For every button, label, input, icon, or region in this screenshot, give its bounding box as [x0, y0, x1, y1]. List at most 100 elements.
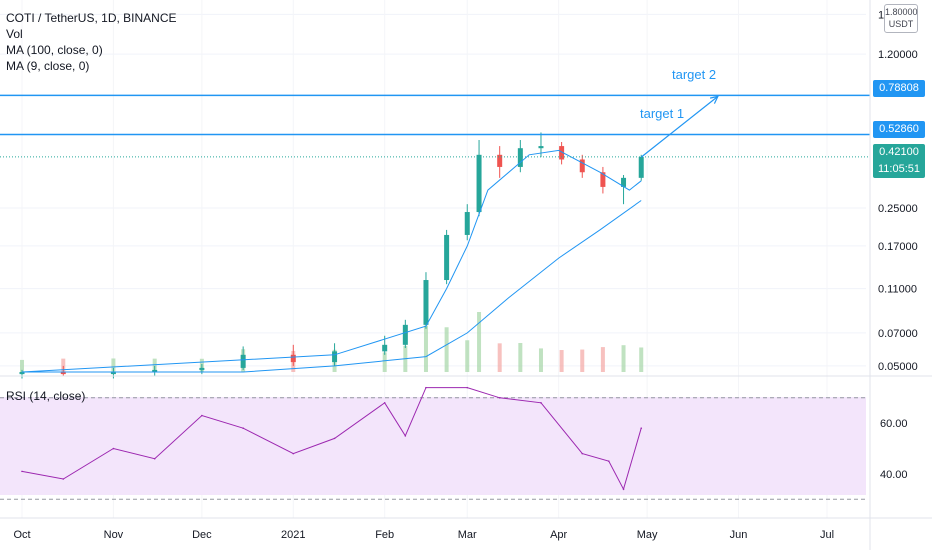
- candle: [559, 141, 565, 165]
- volume-bar: [477, 312, 482, 372]
- rsi-point: [581, 452, 584, 455]
- rsi-point: [425, 386, 427, 389]
- volume-bar: [61, 358, 66, 372]
- moving-averages: [21, 149, 642, 373]
- candle: [60, 365, 66, 377]
- volume-bar: [20, 359, 24, 372]
- chart-legend: COTI / TetherUS, 1D, BINANCE Vol MA (100…: [6, 10, 177, 74]
- target-lines[interactable]: [0, 94, 870, 158]
- rsi-point: [112, 447, 115, 450]
- candle-body: [290, 354, 296, 363]
- volume-bar: [444, 327, 449, 372]
- rsi-tick-label: 40.00: [880, 469, 908, 481]
- time-tick-label: Jul: [820, 529, 834, 541]
- current-price-value: 0.42100: [879, 146, 919, 158]
- candle: [517, 140, 523, 173]
- time-tick-label: Oct: [13, 529, 30, 541]
- time-tick-label: Apr: [550, 529, 567, 541]
- rsi-point: [607, 460, 610, 463]
- target1-price-tag: 0.52860: [873, 121, 925, 138]
- price-tick-label: 0.07000: [878, 328, 918, 340]
- candle: [423, 272, 429, 329]
- candle: [19, 369, 25, 379]
- volume-bar: [497, 343, 502, 372]
- candle-body: [402, 324, 408, 345]
- candle-body: [517, 148, 523, 167]
- candle: [600, 166, 606, 194]
- bar-countdown: 11:05:51: [877, 163, 920, 175]
- price-tick-label: 0.11000: [878, 284, 917, 296]
- trendline-arrowhead: [709, 95, 719, 104]
- rsi-point: [201, 414, 203, 417]
- rsi-point: [62, 478, 65, 480]
- ma9-label[interactable]: MA (9, close, 0): [6, 59, 90, 73]
- symbol-title[interactable]: COTI / TetherUS, 1D, BINANCE: [6, 11, 177, 25]
- ma100-label[interactable]: MA (100, close, 0): [6, 43, 103, 57]
- candle: [621, 175, 627, 205]
- time-tick-label: Dec: [192, 529, 212, 541]
- time-tick-label: Jun: [730, 529, 748, 541]
- price-tick-label: 0.25000: [878, 203, 918, 215]
- candle-body: [600, 172, 606, 187]
- candle: [579, 154, 585, 178]
- candle-body: [497, 154, 503, 167]
- ma9-line: [21, 149, 642, 373]
- candle-body: [559, 146, 565, 160]
- rsi-line: [21, 387, 642, 491]
- candle: [444, 229, 450, 285]
- time-tick-label: Feb: [375, 529, 394, 541]
- candle-body: [621, 177, 627, 187]
- projection-trendline: [640, 95, 719, 158]
- candle: [497, 146, 503, 178]
- candle-body: [240, 354, 246, 368]
- rsi-point: [292, 452, 295, 455]
- price-tick-label: 1.20000: [878, 49, 918, 61]
- rsi-tick-label: 60.00: [880, 418, 908, 430]
- candle: [152, 365, 158, 377]
- volume-bar: [639, 347, 644, 372]
- currency-unit-button[interactable]: 1.80000 USDT: [884, 4, 918, 33]
- candle-body: [423, 280, 429, 325]
- rsi-label[interactable]: RSI (14, close): [6, 389, 86, 403]
- rsi-point: [622, 488, 625, 490]
- target1-annotation[interactable]: target 1: [640, 106, 685, 121]
- candle: [290, 344, 296, 366]
- time-tick-label: May: [637, 529, 658, 541]
- time-tick-label: Mar: [458, 529, 477, 541]
- volume-label[interactable]: Vol: [6, 27, 23, 41]
- time-tick-label: 2021: [281, 529, 305, 541]
- candle: [638, 154, 644, 181]
- time-tick-label: Nov: [104, 529, 124, 541]
- rsi-band-fill: [0, 397, 866, 495]
- volume-bar: [152, 358, 157, 372]
- candle: [402, 319, 408, 349]
- candle-body: [464, 212, 470, 235]
- candlesticks[interactable]: [19, 132, 644, 379]
- rsi-point: [242, 427, 244, 430]
- unit-top-value: 1.80000: [885, 7, 918, 17]
- volume-bar: [518, 343, 523, 372]
- ma100-line: [22, 200, 642, 373]
- candle-body: [638, 156, 644, 178]
- candle: [110, 367, 116, 379]
- volume-bar: [621, 345, 626, 372]
- current-price-tag: 0.42100 11:05:51: [873, 144, 925, 178]
- volume-bar: [559, 350, 564, 372]
- candle-body: [110, 372, 116, 375]
- rsi-plot: 60.00 40.00: [0, 386, 908, 500]
- candle-body: [382, 344, 388, 352]
- target2-annotation[interactable]: target 2: [672, 67, 717, 82]
- target2-price-tag: 0.78808: [873, 80, 925, 97]
- rsi-point: [498, 396, 501, 399]
- volume-bar: [111, 358, 116, 372]
- rsi-point: [333, 437, 336, 440]
- volume-bar: [382, 352, 387, 372]
- rsi-point: [404, 435, 407, 437]
- candle: [464, 204, 470, 241]
- price-tick-label: 0.05000: [878, 361, 918, 373]
- candle: [476, 140, 482, 217]
- candle-body: [332, 351, 338, 363]
- candle: [240, 346, 246, 370]
- candle-body: [476, 154, 482, 213]
